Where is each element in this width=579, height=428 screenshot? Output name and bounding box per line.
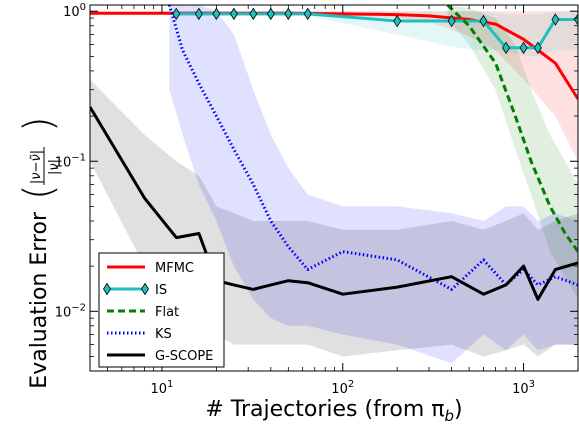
legend: MFMC IS Flat KS G-SCOPE xyxy=(99,253,224,367)
legend-label-mfmc: MFMC xyxy=(155,261,194,276)
y-axis-fraction-denominator: |ν| xyxy=(47,159,62,175)
x-tick-label: 103 xyxy=(512,379,535,397)
x-tick-label: 101 xyxy=(150,379,173,397)
y-tick-label: 10−2 xyxy=(55,302,86,320)
y-axis-paren-close: ) xyxy=(16,116,62,132)
point-is-5 xyxy=(267,8,274,19)
y-axis-paren-open: ( xyxy=(16,184,62,200)
point-is-7 xyxy=(304,8,311,19)
legend-label-ks: KS xyxy=(155,327,172,342)
point-is-4 xyxy=(250,8,257,19)
legend-label-flat: Flat xyxy=(155,305,179,320)
legend-label-g-scope: G-SCOPE xyxy=(155,349,213,364)
x-axis-label: # Trajectories (from πb) xyxy=(205,397,462,424)
x-tick-label: 102 xyxy=(331,379,354,397)
legend-label-is: IS xyxy=(155,283,167,298)
point-is-6 xyxy=(285,8,292,19)
y-axis-label-text: Evaluation Error xyxy=(27,211,52,389)
point-is-3 xyxy=(230,8,237,19)
y-axis-fraction-numerator: |ν−ν̃| xyxy=(29,150,44,184)
y-tick-label: 100 xyxy=(63,2,86,20)
